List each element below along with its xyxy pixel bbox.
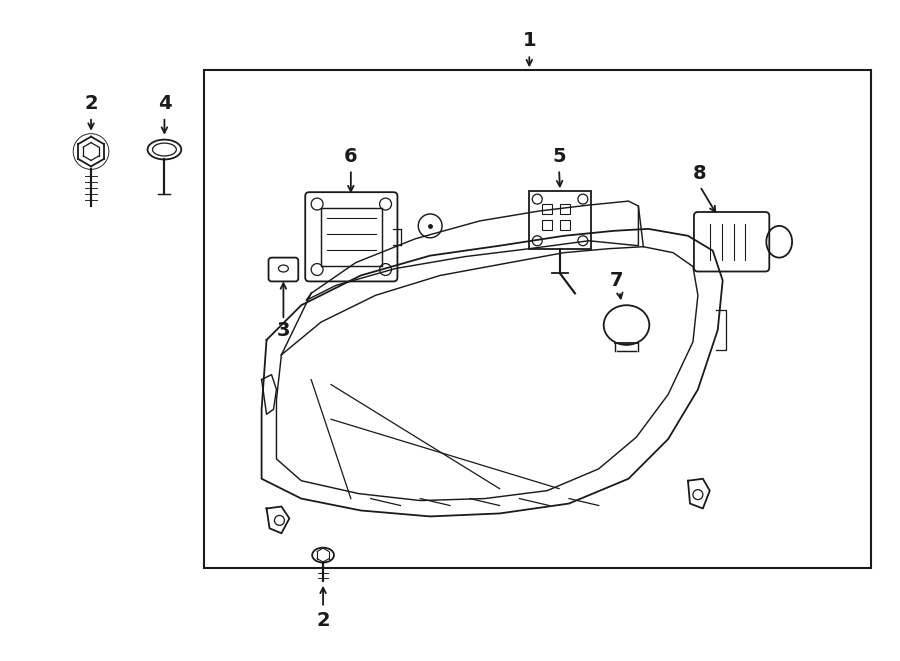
Bar (560, 220, 570, 230)
Text: 4: 4 (158, 95, 171, 114)
Text: 1: 1 (523, 31, 536, 50)
Text: 3: 3 (276, 321, 290, 340)
Bar (560, 204, 570, 214)
Text: 2: 2 (85, 95, 98, 114)
FancyBboxPatch shape (268, 258, 298, 282)
FancyBboxPatch shape (529, 191, 590, 249)
Text: 8: 8 (693, 164, 706, 183)
Text: 7: 7 (610, 271, 624, 290)
FancyBboxPatch shape (305, 192, 398, 282)
FancyBboxPatch shape (694, 212, 770, 272)
Bar (542, 220, 552, 230)
Bar (542, 204, 552, 214)
Text: 2: 2 (316, 611, 330, 630)
Text: 5: 5 (553, 147, 566, 166)
Bar (204, 70, 871, 568)
Text: 6: 6 (344, 147, 357, 166)
